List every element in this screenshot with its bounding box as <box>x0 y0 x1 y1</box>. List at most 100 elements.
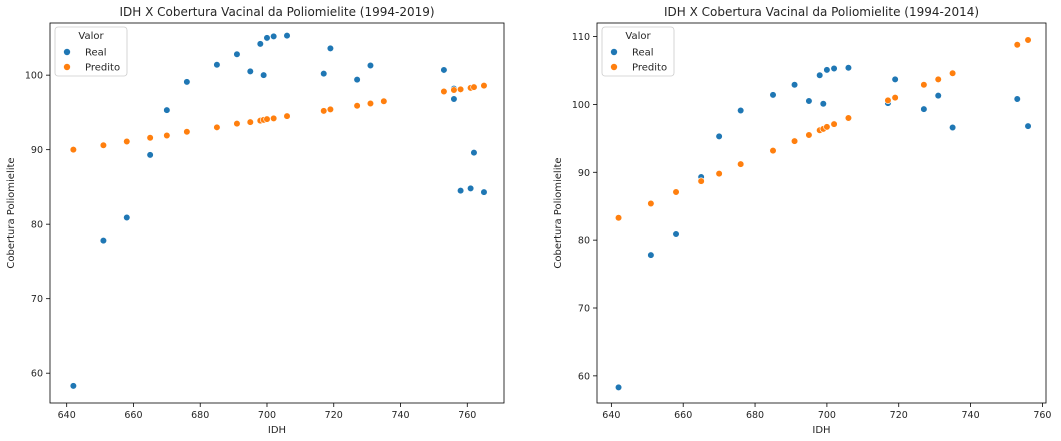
data-point <box>697 177 705 185</box>
data-point <box>450 86 458 94</box>
y-tick-label: 60 <box>578 371 590 382</box>
data-point <box>213 123 221 131</box>
series-real <box>69 32 488 390</box>
legend: Valor Real Predito <box>54 26 128 77</box>
y-tick-label: 70 <box>31 294 43 305</box>
x-tick-label: 680 <box>746 410 764 421</box>
legend-marker <box>63 48 71 56</box>
data-point <box>256 40 264 48</box>
data-point <box>467 184 475 193</box>
legend-label: Predito <box>632 63 667 74</box>
chart-title: IDH X Cobertura Vacinal da Poliomielite … <box>664 5 979 19</box>
data-point <box>146 134 154 142</box>
y-tick-label: 90 <box>31 145 43 156</box>
legend-label: Predito <box>85 63 120 74</box>
data-point <box>213 61 221 69</box>
data-point <box>805 97 813 105</box>
legend: Valor Real Predito <box>601 26 675 77</box>
data-point <box>146 151 154 159</box>
data-point <box>440 87 448 96</box>
data-point <box>123 213 131 222</box>
data-point <box>99 236 108 245</box>
y-tick-label: 60 <box>31 369 43 380</box>
data-point <box>614 214 623 222</box>
plot-frame <box>596 22 1047 404</box>
data-point <box>715 170 723 178</box>
x-tick-label: 640 <box>58 410 76 421</box>
data-point <box>891 94 899 102</box>
data-point <box>823 123 831 131</box>
data-point <box>99 141 108 149</box>
data-point <box>380 97 388 105</box>
y-axis-label: Cobertura Poliomielite <box>553 157 564 268</box>
legend-marker <box>610 63 618 71</box>
data-point <box>737 106 745 115</box>
data-point <box>844 64 853 72</box>
data-point <box>233 50 241 58</box>
x-tick-label: 740 <box>391 410 409 421</box>
x-axis-label: IDH <box>268 425 286 436</box>
chart-panel-2: IDH X Cobertura Vacinal da Poliomielite … <box>553 5 1051 436</box>
plot-frame <box>49 22 505 404</box>
legend-marker <box>610 48 618 56</box>
data-point <box>470 83 478 91</box>
y-tick-label: 80 <box>31 220 43 231</box>
data-point <box>246 67 254 76</box>
y-tick-label: 80 <box>578 236 590 247</box>
data-point <box>263 34 271 42</box>
data-point <box>270 114 278 122</box>
y-tick-label: 100 <box>25 71 43 82</box>
data-point <box>805 131 813 139</box>
data-point <box>769 91 777 99</box>
data-point <box>920 81 928 89</box>
data-point <box>816 71 824 79</box>
data-point <box>183 78 191 86</box>
data-point <box>320 107 328 115</box>
x-tick-label: 720 <box>325 410 343 421</box>
data-point <box>480 81 488 90</box>
x-tick-label: 740 <box>961 410 979 421</box>
data-point <box>830 120 838 128</box>
data-point <box>233 119 241 128</box>
data-point <box>320 70 328 78</box>
legend-box <box>601 26 675 77</box>
legend-label: Real <box>85 48 107 59</box>
y-tick-label: 90 <box>578 168 590 179</box>
data-point <box>819 100 827 108</box>
data-point <box>263 115 271 123</box>
legend-title: Valor <box>78 31 104 42</box>
data-point <box>891 75 899 83</box>
x-tick-label: 760 <box>458 410 476 421</box>
data-point <box>69 382 77 390</box>
x-axis-label: IDH <box>812 425 830 436</box>
data-point <box>844 114 853 122</box>
y-tick-label: 100 <box>572 100 590 111</box>
data-point <box>949 69 957 77</box>
data-point <box>480 188 488 196</box>
data-point <box>672 188 680 196</box>
data-point <box>1024 36 1032 44</box>
data-point <box>246 118 254 126</box>
data-point <box>1024 122 1032 130</box>
legend-box <box>54 26 128 77</box>
x-tick-label: 640 <box>602 410 620 421</box>
data-point <box>326 44 335 52</box>
series-predito <box>69 81 488 154</box>
y-tick-label: 110 <box>572 32 590 43</box>
data-point <box>69 146 77 154</box>
series-predito <box>614 36 1032 222</box>
data-point <box>769 146 777 155</box>
data-point <box>934 92 942 100</box>
data-point <box>457 187 465 195</box>
x-tick-label: 760 <box>1033 410 1051 421</box>
data-point <box>647 199 655 208</box>
data-point <box>1013 95 1021 103</box>
data-point <box>123 137 131 146</box>
data-point <box>884 96 892 104</box>
x-tick-label: 700 <box>258 410 276 421</box>
data-point <box>470 149 478 157</box>
data-point <box>353 102 361 110</box>
data-point <box>737 160 745 168</box>
data-point <box>326 105 335 114</box>
